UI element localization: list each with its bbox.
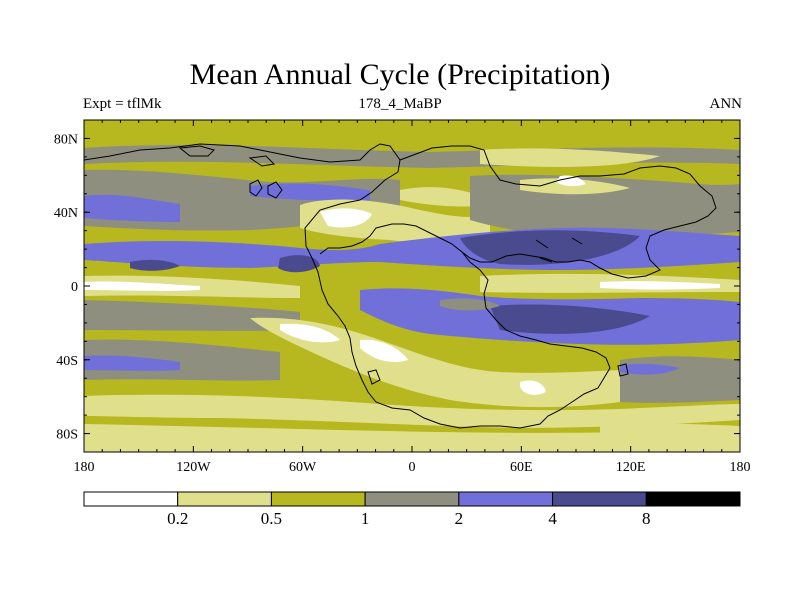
field-tropical-dark-3 bbox=[130, 259, 180, 271]
map-title: Mean Annual Cycle (Precipitation) bbox=[189, 58, 611, 91]
outline-east-landmass bbox=[399, 145, 717, 279]
lon-tick-label: 0 bbox=[409, 460, 416, 475]
field-antarctic-pale-east bbox=[600, 423, 740, 452]
lat-tick-label: 40S bbox=[56, 354, 78, 369]
colorbar-swatch bbox=[458, 491, 554, 507]
axis-ticks: 180 120W 60W 0 60E 120E 180 80N 40N 0 40S 80S bbox=[54, 119, 751, 475]
lon-tick-label: 180 bbox=[730, 460, 751, 475]
outline-island-4 bbox=[248, 155, 276, 167]
field-south-east-gray bbox=[620, 356, 740, 403]
colorbar-swatch bbox=[83, 491, 179, 507]
colorbar-swatch bbox=[177, 491, 272, 507]
field-north-pacific-blue bbox=[84, 194, 180, 222]
experiment-label: Expt = tflMk bbox=[83, 96, 162, 112]
field-east-pale bbox=[520, 178, 630, 195]
lon-tick-label: 120E bbox=[616, 460, 646, 475]
colorbar-swatch bbox=[645, 491, 741, 507]
field-south-white-2 bbox=[360, 339, 408, 363]
field-antarctic-pale bbox=[84, 424, 740, 452]
field-south-mid-blue bbox=[84, 355, 180, 371]
field-south-white-3 bbox=[520, 380, 546, 395]
colorbar-label: 1 bbox=[361, 509, 370, 528]
colorbar: 0.2 0.5 1 2 4 8 bbox=[83, 491, 741, 528]
colorbar-swatch bbox=[552, 491, 647, 507]
lon-tick-label: 60E bbox=[510, 460, 533, 475]
lon-tick-label: 180 bbox=[74, 460, 95, 475]
field-south-tropical-gray bbox=[84, 300, 300, 331]
outline-island-2 bbox=[267, 181, 283, 199]
outline-island-5 bbox=[617, 363, 629, 377]
lat-tick-label: 80N bbox=[54, 132, 78, 147]
lat-tick-label: 80S bbox=[56, 428, 78, 443]
field-north-arid-white bbox=[320, 208, 372, 228]
field-south-east-blue bbox=[620, 363, 680, 375]
time-label: 178_4_MaBP bbox=[358, 96, 442, 112]
outline-island-1 bbox=[249, 179, 263, 197]
colorbar-label: 8 bbox=[642, 509, 651, 528]
field-south-tropical-dark bbox=[490, 304, 650, 334]
lon-tick-label: 120W bbox=[176, 460, 211, 475]
colorbar-label: 0.2 bbox=[167, 509, 188, 528]
season-label: ANN bbox=[709, 96, 743, 112]
lat-tick-label: 0 bbox=[71, 280, 78, 295]
field-east-white bbox=[556, 175, 586, 187]
continent-outlines bbox=[84, 143, 717, 429]
colorbar-label: 0.5 bbox=[261, 509, 282, 528]
outline-inland-marks bbox=[535, 237, 583, 263]
field-equator-white-east bbox=[600, 281, 720, 290]
outline-island-3 bbox=[178, 145, 215, 157]
field-arctic-pale bbox=[480, 148, 660, 167]
outline-island-6 bbox=[367, 369, 381, 385]
field-equator-white bbox=[84, 281, 200, 291]
colorbar-label: 2 bbox=[455, 509, 464, 528]
field-north-pale-2 bbox=[400, 187, 480, 207]
field-south-white-1 bbox=[280, 323, 340, 343]
colorbar-label: 4 bbox=[548, 509, 557, 528]
colorbar-swatch bbox=[270, 491, 366, 507]
lat-tick-label: 40N bbox=[54, 206, 78, 221]
field-tropical-dark-2 bbox=[278, 255, 320, 273]
lon-tick-label: 60W bbox=[289, 460, 317, 475]
colorbar-swatch bbox=[364, 491, 460, 507]
precipitation-field bbox=[84, 120, 740, 452]
